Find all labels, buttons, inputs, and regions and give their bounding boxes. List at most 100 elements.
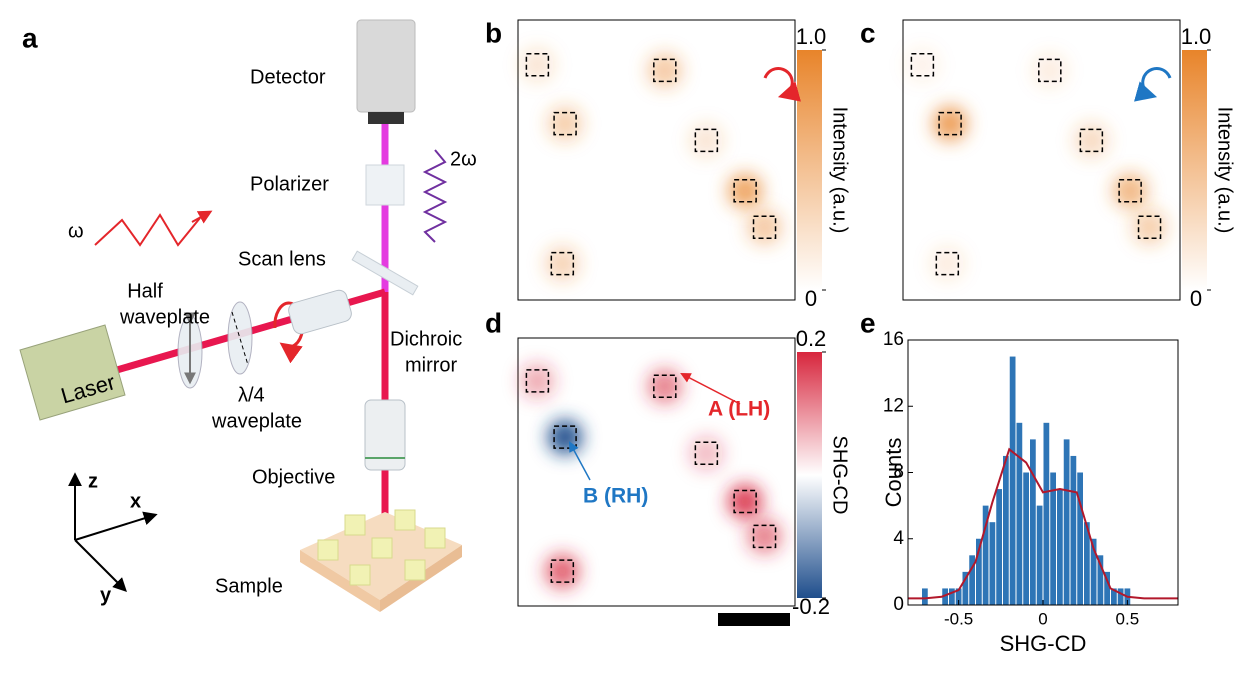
- half-waveplate-label: Half: [127, 280, 163, 302]
- intensity-spot: [689, 123, 724, 158]
- panel-label: b: [485, 17, 502, 48]
- plot-frame: [907, 339, 1179, 606]
- wave-arrow: [191, 210, 213, 224]
- histogram-bar: [962, 571, 969, 605]
- roi-box: [1137, 215, 1162, 239]
- histogram-bar: [1111, 588, 1117, 605]
- roi-box: [550, 251, 575, 276]
- roi-box: [525, 53, 550, 77]
- annotation: A (LH): [708, 398, 770, 421]
- roi-box: [910, 53, 935, 77]
- histogram-bar: [1097, 555, 1104, 605]
- intensity-spot: [930, 246, 965, 281]
- x-tick-label: -0.5: [944, 609, 973, 628]
- roi-box: [1038, 58, 1062, 83]
- y-tick-label: 12: [883, 395, 904, 416]
- intensity-spot: [647, 369, 682, 404]
- x-axis-label: SHG-CD: [1000, 631, 1087, 656]
- nanostructures: [317, 509, 446, 586]
- roi-box: [935, 251, 960, 276]
- panel-label: c: [860, 17, 876, 48]
- colorbar-tick-label: 1.0: [1181, 24, 1212, 49]
- rcp-icon: [763, 67, 802, 102]
- roi-box: [553, 425, 577, 449]
- histogram-bar: [949, 588, 955, 605]
- quarter-waveplate-label: waveplate: [211, 410, 302, 432]
- annotation: B (RH): [583, 485, 648, 508]
- dichroic-mirror-label: mirror: [405, 354, 458, 376]
- sample-side: [300, 550, 380, 612]
- panel-label: a: [22, 22, 38, 53]
- roi-box: [938, 111, 962, 136]
- roi-box: [550, 559, 575, 583]
- roi-box: [733, 179, 757, 203]
- histogram-bar: [1090, 538, 1097, 605]
- detector-label: Detector: [250, 66, 326, 88]
- intensity-spot: [689, 436, 724, 471]
- histogram-bar: [1070, 455, 1077, 605]
- histogram-bar: [1016, 422, 1023, 605]
- axis-z-label: z: [88, 470, 98, 492]
- histogram-bar: [955, 588, 962, 605]
- colorbar-tick-label: 0.2: [796, 326, 827, 351]
- histogram-bar: [1077, 472, 1083, 605]
- histogram-bar: [1043, 422, 1050, 605]
- histogram-bar: [1057, 489, 1063, 605]
- colorbar-tick-label: -0.2: [792, 594, 830, 619]
- histogram: 0 4 8 12 16 -0.5 0 0.5 SHG-CD Counts: [881, 329, 1179, 656]
- colorbar-label: SHG-CD: [829, 436, 851, 515]
- histogram-bar: [982, 505, 989, 605]
- y-tick-label: 8: [893, 462, 904, 483]
- histogram-bar: [976, 538, 982, 605]
- objective: [364, 399, 406, 471]
- axis-x-label: x: [130, 490, 141, 512]
- intensity-spot: [747, 210, 782, 245]
- histogram-bar: [1023, 472, 1029, 605]
- colorbar-tick-label: 0: [805, 286, 817, 311]
- intensity-spot: [747, 519, 782, 554]
- detector: [356, 19, 416, 113]
- intensity-spot: [1132, 210, 1167, 245]
- lcp-icon: [1133, 67, 1172, 102]
- histogram-bar: [1030, 439, 1036, 605]
- y-axis-label: Counts: [881, 438, 906, 508]
- setup-drawing: [19, 19, 462, 612]
- histogram-bar: [1084, 522, 1090, 605]
- dichroic-mirror-label: Dichroic: [390, 328, 462, 350]
- quarter-waveplate-label: λ/4: [238, 384, 265, 406]
- intensity-spot: [520, 363, 555, 398]
- panel-label: d: [485, 307, 502, 338]
- annotation-arrow: [569, 441, 591, 481]
- panel-label: e: [860, 307, 876, 338]
- polarizer-label: Polarizer: [250, 173, 329, 195]
- omega-label: ω: [68, 220, 84, 242]
- intensity-spot: [728, 173, 763, 208]
- y-tick-label: 4: [893, 528, 904, 549]
- shg-wave: [422, 149, 448, 243]
- intensity-spot: [548, 106, 583, 141]
- roi-box: [653, 58, 677, 83]
- sample-label: Sample: [215, 575, 283, 597]
- shg-label: 2ω: [450, 148, 477, 170]
- histogram-bar: [996, 489, 1002, 605]
- fundamental-wave: [94, 213, 201, 247]
- axis-y-label: y: [100, 584, 112, 606]
- intensity-spot: [728, 484, 763, 519]
- roi-box: [733, 489, 757, 514]
- colorbar: [797, 352, 822, 598]
- y-tick-label: 0: [893, 594, 904, 615]
- colorbar-tick-label: 0: [1190, 286, 1202, 311]
- detector-mount: [368, 112, 404, 124]
- histogram-bar: [922, 588, 928, 605]
- setup-labels: Detector Polarizer 2ω ω Half waveplate S…: [58, 66, 477, 606]
- intensity-spot: [548, 420, 583, 455]
- histogram-bar: [989, 522, 996, 605]
- histogram-bar: [1003, 455, 1009, 605]
- x-tick-label: 0.5: [1116, 609, 1140, 628]
- maps: 1.0 0 Intensity (a.u.) 1.0 0 Intensity (a.u.)…: [517, 19, 1236, 619]
- laser-box: [19, 324, 126, 421]
- histogram-bar: [942, 588, 948, 605]
- intensity-spot: [1074, 123, 1109, 158]
- roi-box: [653, 374, 677, 398]
